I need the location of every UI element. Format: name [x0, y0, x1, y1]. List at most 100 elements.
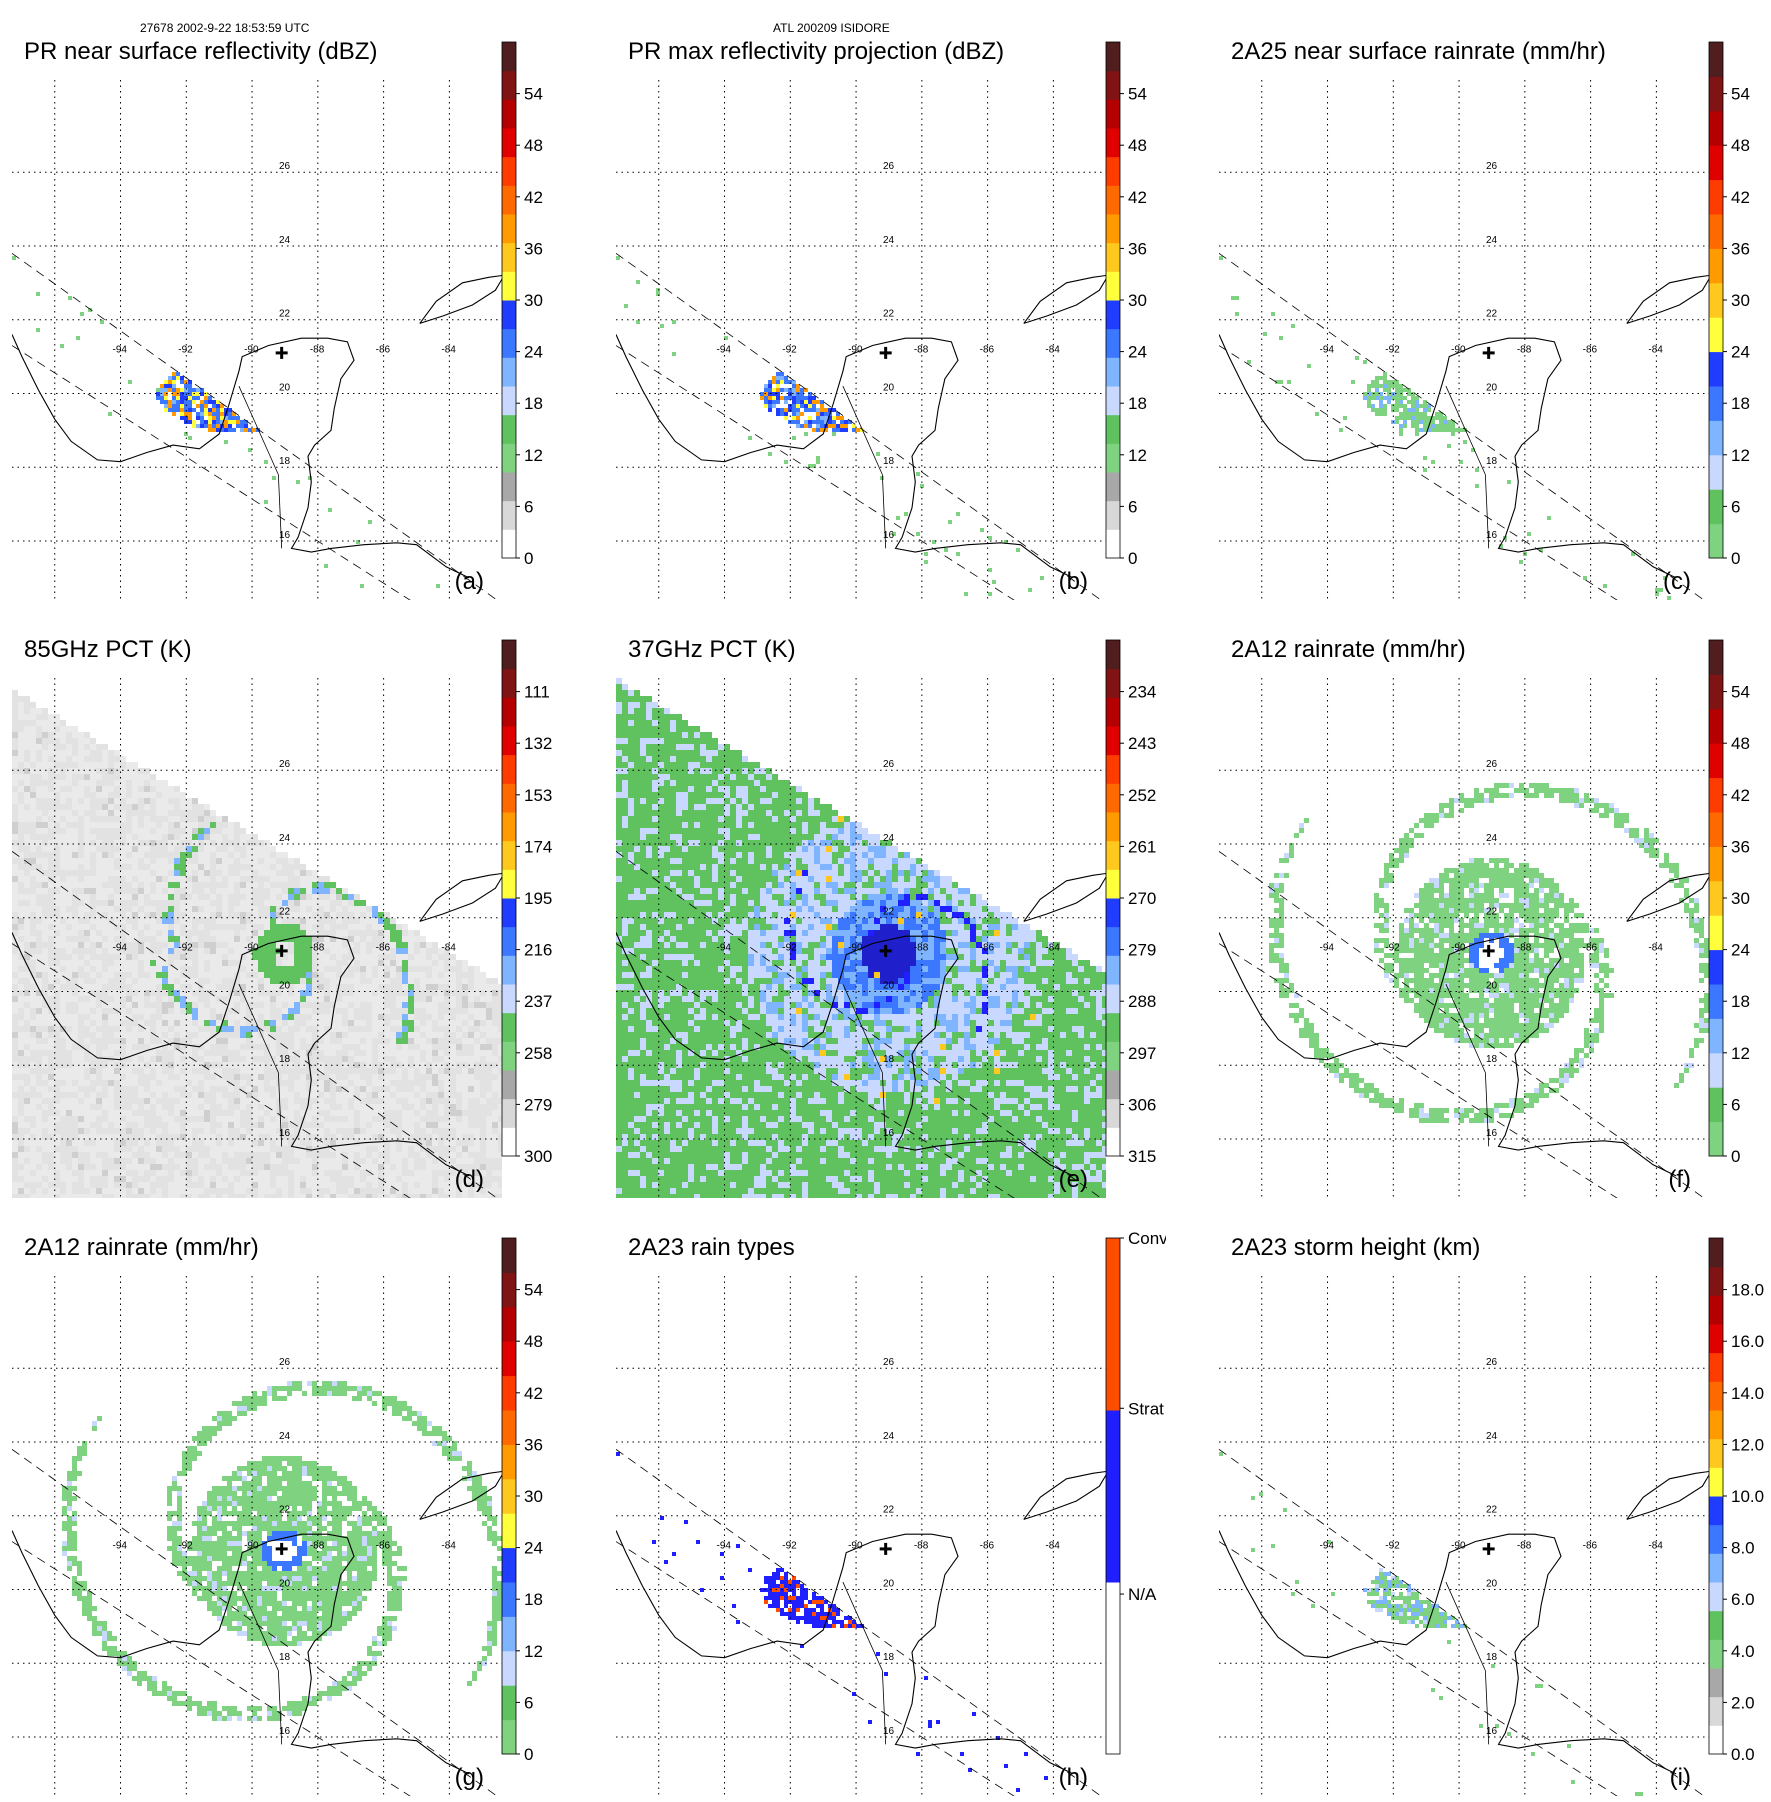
lat-tick-label: 24 — [883, 833, 895, 844]
colorbar-tick-label: 48 — [1128, 136, 1147, 155]
colorbar-tick-label: 12 — [524, 1642, 543, 1661]
colorbar-tick-label: 12.0 — [1731, 1435, 1764, 1454]
swath-edge — [12, 346, 433, 600]
colorbar-swatch — [1709, 1553, 1723, 1582]
colorbar-swatch — [1106, 357, 1120, 386]
colorbar-swatch — [1709, 1353, 1723, 1382]
colorbar-swatch — [502, 501, 516, 530]
lon-tick-label: -88 — [914, 943, 929, 954]
colorbar-swatch — [502, 99, 516, 128]
colorbar-tick-label: 30 — [1731, 889, 1750, 908]
colorbar-swatch — [502, 128, 516, 157]
storm-center-cross — [1483, 347, 1495, 359]
colorbar-swatch — [502, 1376, 516, 1411]
panel-title: 37GHz PCT (K) — [628, 636, 796, 664]
colorbar-tick-label: 24 — [1731, 343, 1750, 362]
colorbar-swatch — [1106, 1127, 1120, 1156]
lat-tick-label: 26 — [1486, 161, 1498, 172]
colorbar-tick-label: 8.0 — [1731, 1539, 1755, 1558]
panel-a: PR near surface reflectivity (dBZ)-94-92… — [0, 36, 560, 606]
colorbar-swatch — [1709, 111, 1723, 146]
colorbar-swatch — [502, 1582, 516, 1617]
colorbar-swatch — [502, 1272, 516, 1307]
lat-tick-label: 24 — [279, 833, 291, 844]
coastline — [420, 874, 502, 922]
panel-label: (h) — [1059, 1764, 1088, 1792]
lat-tick-label: 18 — [279, 456, 291, 467]
colorbar-swatch — [1709, 214, 1723, 249]
colorbar-swatch — [1106, 1013, 1120, 1042]
lat-tick-label: 24 — [1486, 1431, 1498, 1442]
coastline — [1024, 877, 1106, 921]
lat-tick-label: 22 — [1486, 309, 1498, 320]
colorbar-tick-label: 30 — [524, 291, 543, 310]
colorbar-tick-label: 42 — [524, 188, 543, 207]
colorbar-tick-label: 153 — [524, 786, 552, 805]
lon-tick-label: -86 — [376, 943, 391, 954]
colorbar-swatch — [1106, 415, 1120, 444]
lat-tick-label: 22 — [1486, 1505, 1498, 1516]
colorbar-swatch — [1106, 443, 1120, 472]
storm-center-cross — [1483, 945, 1495, 957]
colorbar-tick-label: 6.0 — [1731, 1590, 1755, 1609]
colorbar-tick-label: 18 — [1128, 394, 1147, 413]
panel-label: (i) — [1670, 1764, 1691, 1792]
colorbar-tick-label: 16.0 — [1731, 1332, 1764, 1351]
lat-tick-label: 26 — [1486, 759, 1498, 770]
colorbar-tick-label: 261 — [1128, 837, 1156, 856]
colorbar-swatch — [1106, 243, 1120, 272]
colorbar-swatch — [1106, 869, 1120, 898]
coastline — [1024, 279, 1106, 323]
colorbar-swatch — [502, 1685, 516, 1720]
colorbar-swatch — [502, 697, 516, 726]
lon-tick-label: -92 — [1385, 1541, 1400, 1552]
colorbar-tick-label: 18 — [524, 1590, 543, 1609]
lon-tick-label: -94 — [1320, 1541, 1335, 1552]
colorbar-swatch — [1106, 1070, 1120, 1099]
lat-tick-label: 26 — [279, 161, 291, 172]
colorbar-tick-label: 42 — [1128, 188, 1147, 207]
colorbar-tick-label: 252 — [1128, 786, 1156, 805]
lon-tick-label: -86 — [980, 943, 995, 954]
lat-tick-label: 24 — [279, 1431, 291, 1442]
colorbar-swatch — [1106, 898, 1120, 927]
colorbar-tick-label: 243 — [1128, 734, 1156, 753]
colorbar-tick-label: 0 — [1731, 1147, 1740, 1166]
colorbar-swatch — [1106, 783, 1120, 812]
colorbar-tick-label: 300 — [524, 1147, 552, 1166]
lat-tick-label: 22 — [883, 309, 895, 320]
lat-tick-label: 18 — [883, 1652, 895, 1663]
colorbar-swatch — [1106, 669, 1120, 698]
lon-tick-label: -94 — [1320, 345, 1335, 356]
colorbar-tick-label: 24 — [1128, 343, 1147, 362]
lon-tick-label: -92 — [782, 1541, 797, 1552]
colorbar-tick-label: 18 — [1731, 394, 1750, 413]
colorbar-swatch — [1106, 812, 1120, 841]
panel-title: 2A23 storm height (km) — [1231, 1234, 1480, 1262]
colorbar-swatch — [1709, 489, 1723, 524]
coastline — [1627, 1472, 1709, 1520]
colorbar-swatch — [1709, 1611, 1723, 1640]
lon-tick-label: -84 — [441, 345, 456, 356]
lon-tick-label: -94 — [1320, 943, 1335, 954]
swath-edge — [616, 346, 1037, 600]
colorbar-swatch — [1709, 1668, 1723, 1697]
panel-label: (g) — [455, 1764, 484, 1792]
lat-tick-label: 26 — [279, 1357, 291, 1368]
colorbar-swatch — [1709, 950, 1723, 985]
colorbar-swatch — [1709, 1381, 1723, 1410]
lat-tick-label: 26 — [1486, 1357, 1498, 1368]
colorbar-tick-label: 36 — [524, 239, 543, 258]
lon-tick-label: -84 — [1045, 1541, 1060, 1552]
colorbar-tick-label: 258 — [524, 1044, 552, 1063]
colorbar-swatch — [1106, 128, 1120, 157]
lat-tick-label: 18 — [1486, 456, 1498, 467]
colorbar-swatch — [1709, 1324, 1723, 1353]
colorbar-swatch — [502, 927, 516, 956]
colorbar-tick-label: 54 — [1731, 683, 1750, 702]
